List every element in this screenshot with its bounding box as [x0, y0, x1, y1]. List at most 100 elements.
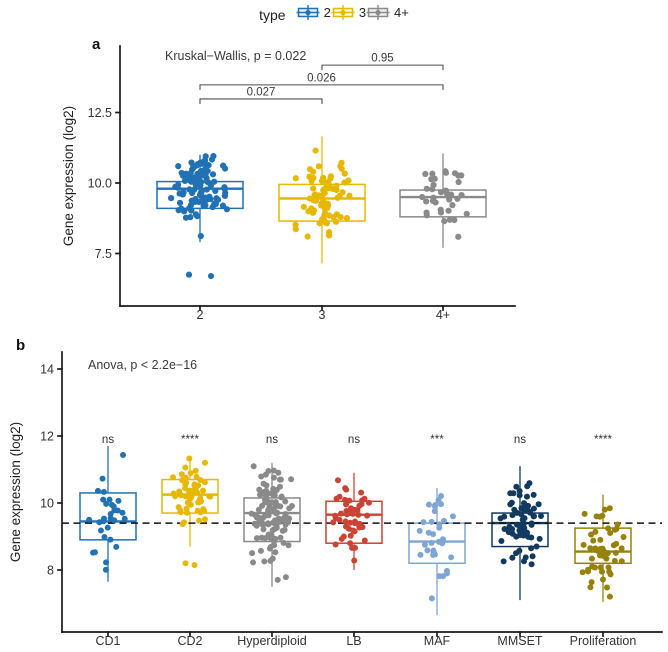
jitter-point [103, 559, 110, 566]
jitter-point [605, 564, 612, 571]
jitter-point [592, 545, 599, 552]
jitter-point [267, 499, 274, 506]
jitter-point [337, 163, 344, 170]
jitter-point [498, 538, 505, 545]
jitter-point [321, 186, 328, 194]
jitter-point [255, 514, 262, 521]
significance-label: **** [594, 434, 612, 446]
jitter-point [325, 232, 333, 239]
jitter-point [437, 189, 445, 196]
jitter-point [611, 557, 618, 564]
jitter-point [513, 550, 520, 557]
jitter-point [203, 186, 210, 193]
jitter-point [442, 169, 450, 176]
jitter-point [258, 473, 265, 480]
jitter-point [107, 515, 114, 522]
outlier-point [182, 560, 189, 567]
jitter-point [440, 517, 447, 524]
significance-label: **** [181, 434, 199, 446]
jitter-point [305, 208, 312, 215]
jitter-point [337, 213, 344, 221]
jitter-point [611, 526, 618, 533]
jitter-point [268, 536, 275, 543]
jitter-point [269, 555, 276, 562]
jitter-point [618, 545, 625, 552]
jitter-point [446, 196, 453, 203]
jitter-point [308, 177, 315, 185]
significance-label: ns [514, 434, 526, 446]
jitter-point [579, 569, 586, 576]
jitter-point [451, 216, 458, 224]
jitter-point [501, 525, 508, 532]
jitter-point [599, 576, 606, 583]
jitter-point [203, 178, 210, 185]
jitter-point [431, 508, 438, 515]
jitter-point [316, 220, 323, 227]
panel-b: 8 10 12 14 Gene expression (log2) Anova, p < … [8, 351, 663, 648]
jitter-point [423, 198, 430, 205]
jitter-point [507, 490, 514, 497]
jitter-point [206, 493, 213, 500]
jitter-point [537, 512, 544, 519]
jitter-point [250, 463, 257, 470]
jitter-point [435, 497, 442, 504]
jitter-point [275, 515, 282, 522]
jitter-point [522, 554, 529, 561]
jitter-point [443, 190, 451, 197]
jitter-point [430, 547, 437, 554]
jitter-point [350, 527, 357, 534]
stat-label: Kruskal−Wallis, p = 0.022 [165, 49, 306, 63]
jitter-point [361, 537, 368, 544]
panel-b-label: b [16, 337, 26, 354]
jitter-point [91, 549, 98, 556]
jitter-point [181, 519, 188, 526]
jitter-point [428, 595, 435, 602]
jitter-point [528, 521, 535, 528]
jitter-point [182, 464, 189, 471]
jitter-point [282, 574, 289, 581]
jitter-point [257, 547, 264, 554]
jitter-point [211, 178, 218, 185]
jitter-point [333, 495, 340, 502]
jitter-point [342, 523, 349, 530]
jitter-point [516, 488, 523, 495]
jitter-point [463, 210, 470, 217]
jitter-point [212, 187, 219, 195]
jitter-point [416, 527, 423, 534]
category-label: 4+ [436, 308, 450, 322]
jitter-point [192, 467, 199, 474]
category-label: Hyperdiploid [237, 634, 307, 648]
jitter-point [199, 172, 206, 179]
jitter-point [182, 477, 189, 484]
jitter-point [188, 493, 195, 500]
jitter-point [334, 194, 341, 201]
jitter-point [422, 170, 429, 178]
jitter-point [194, 213, 201, 220]
jitter-point [286, 515, 293, 522]
jitter-point [86, 516, 93, 523]
jitter-point [590, 537, 597, 544]
bracket-label: 0.027 [247, 86, 276, 98]
y-tick-label: 10 [40, 497, 54, 511]
jitter-point [592, 528, 599, 535]
category-label: MMSET [497, 634, 543, 648]
jitter-point [195, 198, 202, 206]
jitter-point [272, 549, 279, 556]
jitter-point [581, 510, 588, 517]
category-label: 2 [197, 308, 204, 322]
jitter-point [178, 471, 185, 478]
jitter-point [100, 496, 107, 503]
jitter-point [288, 476, 295, 483]
jitter-point [183, 170, 190, 177]
jitter-point [454, 195, 461, 202]
jitter-point [285, 542, 292, 549]
jitter-point [342, 496, 349, 503]
category-label: CD1 [95, 634, 120, 648]
jitter-point [187, 470, 194, 477]
jitter-point [521, 507, 528, 514]
jitter-point [259, 490, 266, 497]
jitter-point [276, 476, 283, 483]
jitter-point [187, 214, 194, 221]
outlier-point [185, 271, 193, 278]
jitter-point [343, 486, 350, 493]
